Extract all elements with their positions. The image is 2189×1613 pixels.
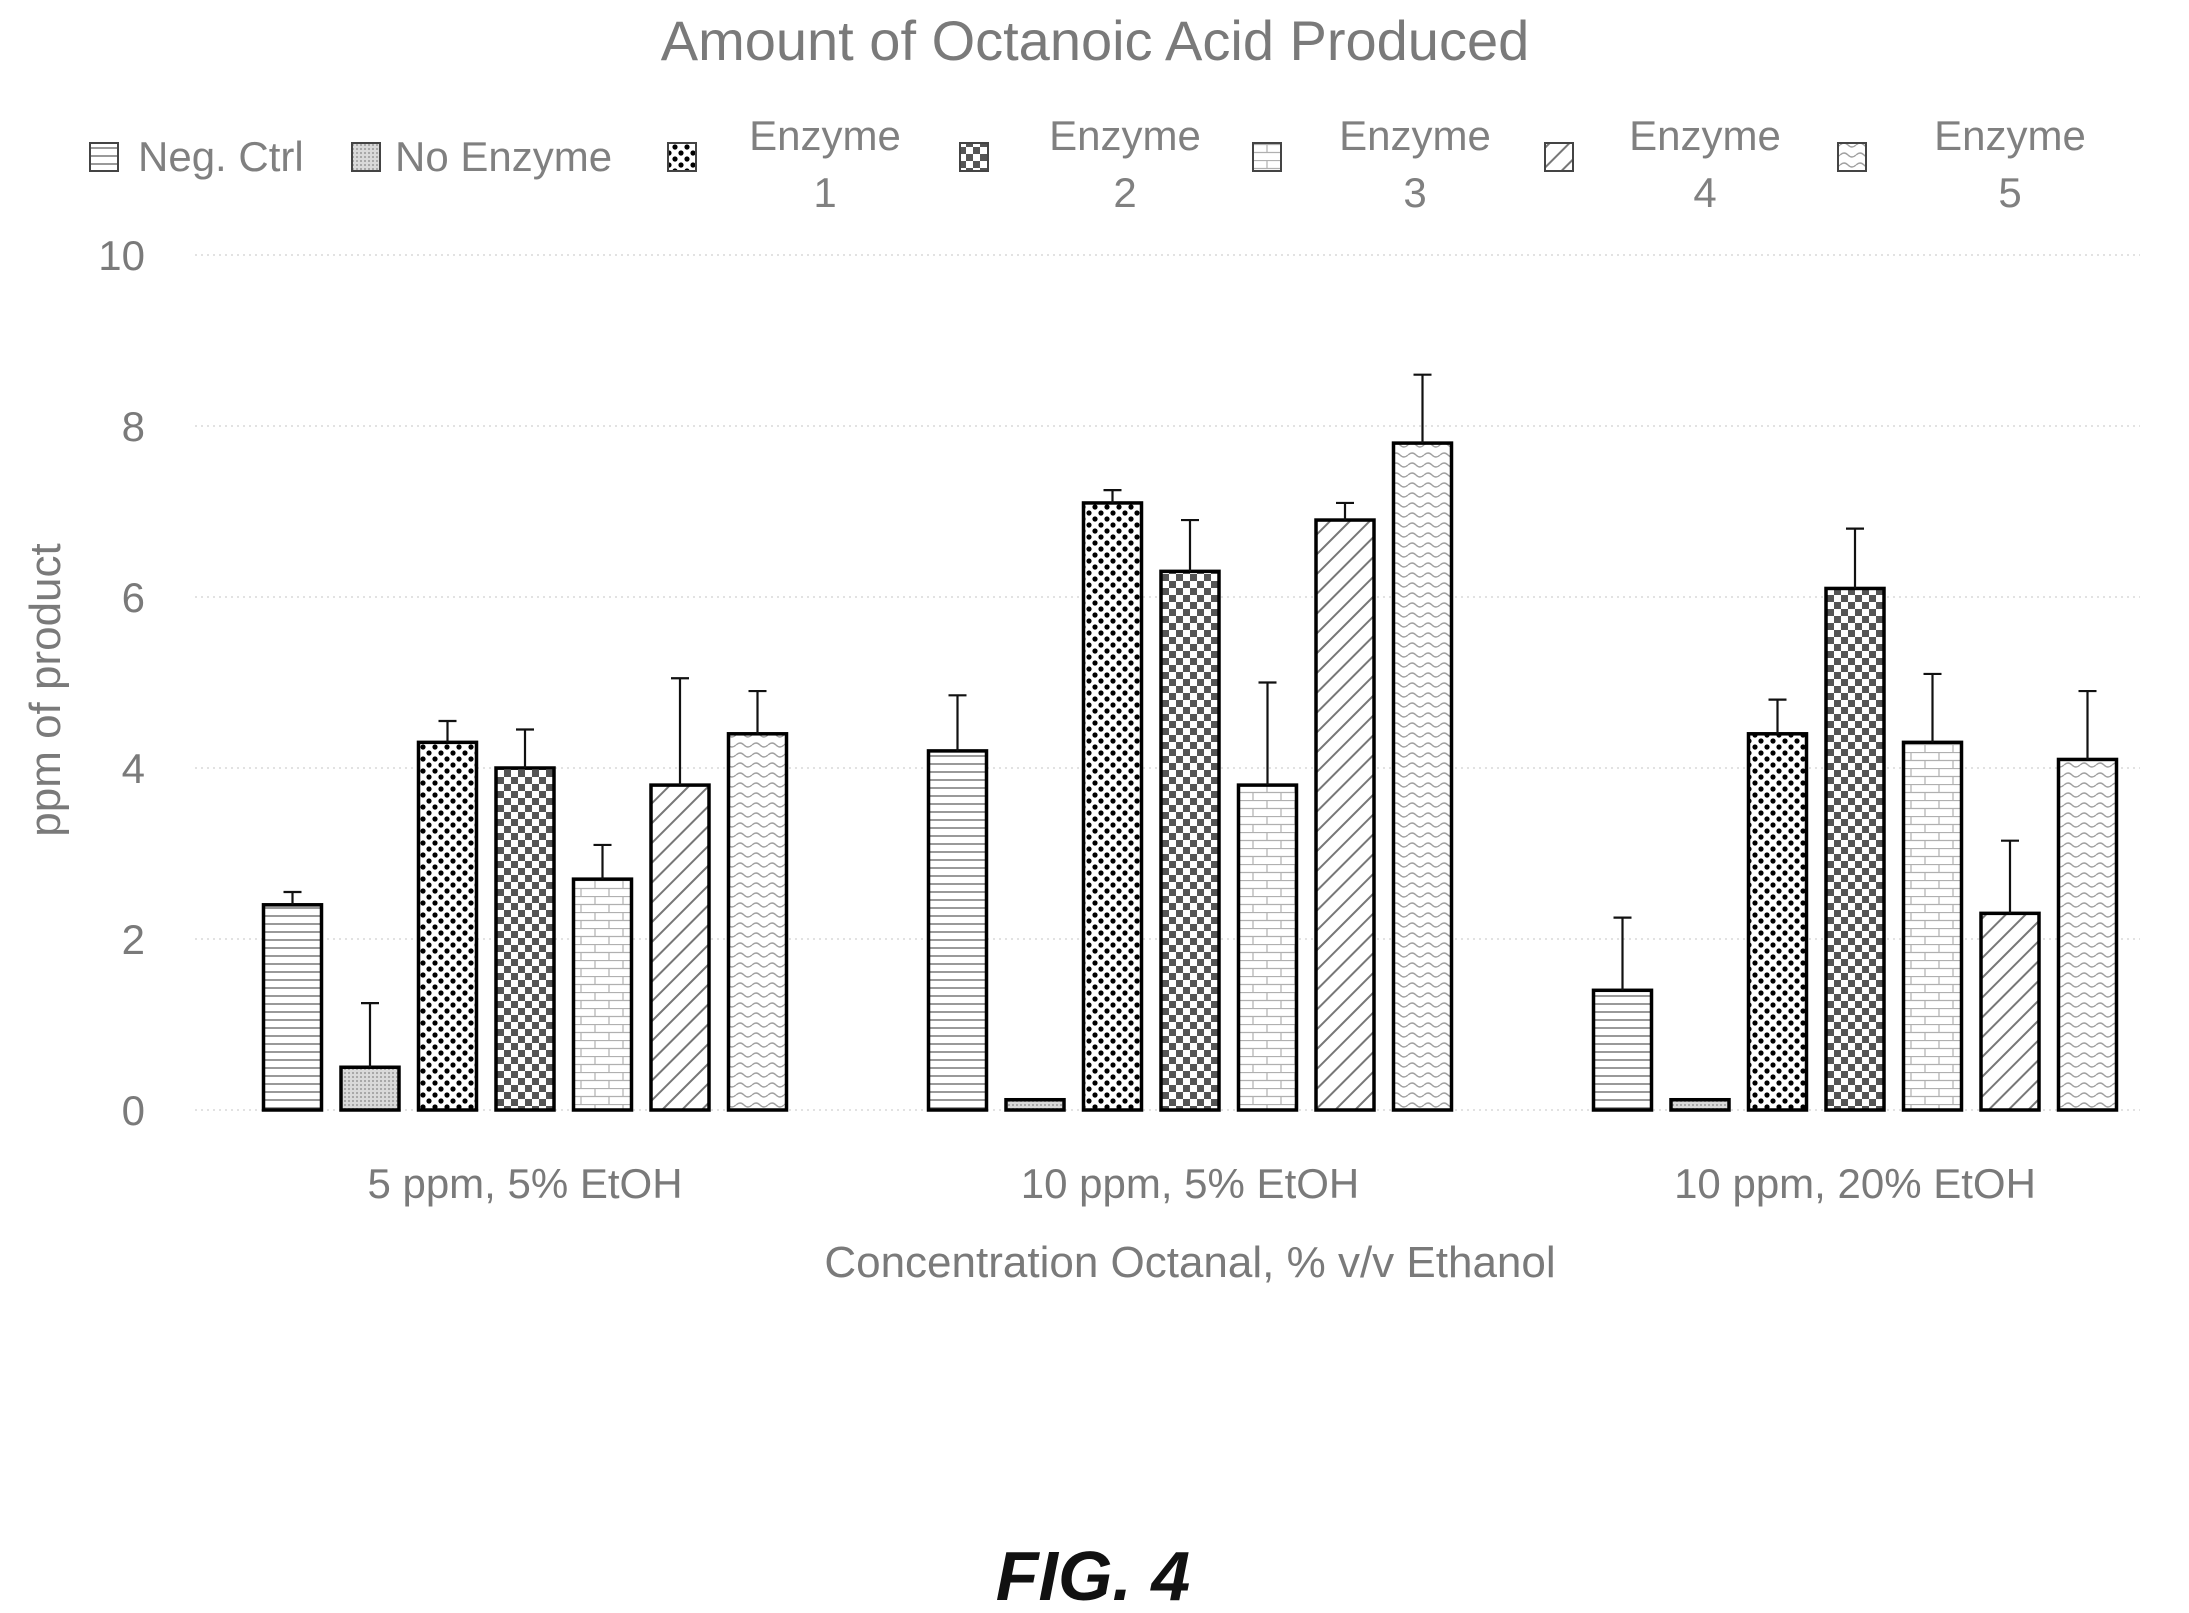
legend: Neg. Ctrl No Enzyme Enzyme 1 Enzyme 2 Enzyme 3 E… <box>89 112 2086 216</box>
y-axis-ticks: 0 2 4 6 8 10 <box>98 232 145 1134</box>
bar <box>1314 518 1376 1112</box>
legend-swatch <box>1837 142 1867 172</box>
error-bar <box>361 1002 379 1068</box>
bar <box>1159 569 1221 1112</box>
bar <box>571 877 634 1112</box>
error-bar <box>1258 681 1277 786</box>
error-bar <box>1613 916 1632 991</box>
error-bar <box>1103 489 1122 503</box>
x-tick-label: 5 ppm, 5% EtOH <box>367 1160 682 1207</box>
legend-label: 3 <box>1403 169 1426 216</box>
error-bar <box>1846 527 1864 589</box>
bar <box>926 749 989 1112</box>
legend-label: No Enzyme <box>395 133 612 180</box>
error-bar <box>2001 839 2019 914</box>
bar <box>726 732 789 1112</box>
chart-title: Amount of Octanoic Acid Produced <box>661 9 1530 72</box>
error-bar <box>671 677 689 786</box>
x-axis-label: Concentration Octanal, % v/v Ethanol <box>824 1238 1555 1287</box>
error-bar <box>748 689 767 734</box>
error-bar <box>948 694 967 751</box>
bar <box>261 903 324 1112</box>
x-axis-ticks: 5 ppm, 5% EtOH 10 ppm, 5% EtOH 10 ppm, 20%… <box>367 1160 2035 1207</box>
legend-swatch <box>959 142 989 172</box>
y-tick-label: 8 <box>122 403 145 450</box>
error-bar <box>1336 501 1354 521</box>
y-tick-label: 0 <box>122 1087 145 1134</box>
bar <box>1979 911 2041 1112</box>
bar <box>1746 732 1809 1112</box>
x-tick-label: 10 ppm, 20% EtOH <box>1674 1160 2036 1207</box>
legend-label: Neg. Ctrl <box>138 133 304 180</box>
y-tick-label: 6 <box>122 574 145 621</box>
y-tick-label: 2 <box>122 916 145 963</box>
x-tick-label: 10 ppm, 5% EtOH <box>1021 1160 1359 1207</box>
legend-label: Enzyme <box>1049 112 1201 159</box>
error-bar <box>593 843 612 880</box>
legend-swatch <box>1252 142 1282 172</box>
legend-label: 5 <box>1998 169 2021 216</box>
bars <box>261 373 2119 1112</box>
bar <box>2056 757 2119 1112</box>
bar <box>494 766 556 1112</box>
bar <box>1391 441 1454 1112</box>
legend-label: Enzyme <box>1934 112 2086 159</box>
y-tick-label: 10 <box>98 232 145 279</box>
legend-label: Enzyme <box>1629 112 1781 159</box>
error-bar <box>516 728 534 768</box>
bar <box>1669 1097 1731 1112</box>
bar <box>1081 501 1144 1112</box>
legend-label: Enzyme <box>1339 112 1491 159</box>
error-bar <box>1413 373 1432 444</box>
legend-label: 1 <box>813 169 836 216</box>
bar <box>649 783 711 1112</box>
legend-swatch <box>89 142 119 172</box>
y-axis-label: ppm of product <box>21 543 70 837</box>
legend-swatch <box>667 142 697 172</box>
error-bar <box>283 890 302 905</box>
legend-swatch <box>1544 142 1574 172</box>
legend-swatch <box>351 142 381 172</box>
figure-label: FIG. 4 <box>996 1537 1190 1613</box>
error-bar <box>1768 698 1787 734</box>
error-bar <box>1181 518 1199 572</box>
error-bar <box>1923 672 1942 743</box>
legend-label: 2 <box>1113 169 1136 216</box>
y-tick-label: 4 <box>122 745 145 792</box>
bar <box>339 1065 401 1112</box>
legend-label: 4 <box>1693 169 1716 216</box>
bar <box>1824 586 1886 1112</box>
bar <box>1901 740 1964 1112</box>
error-bar <box>2078 689 2097 760</box>
bar <box>1236 783 1299 1112</box>
bar <box>416 740 479 1112</box>
bar <box>1591 988 1654 1112</box>
bar <box>1004 1097 1066 1112</box>
error-bar <box>438 719 457 743</box>
legend-label: Enzyme <box>749 112 901 159</box>
